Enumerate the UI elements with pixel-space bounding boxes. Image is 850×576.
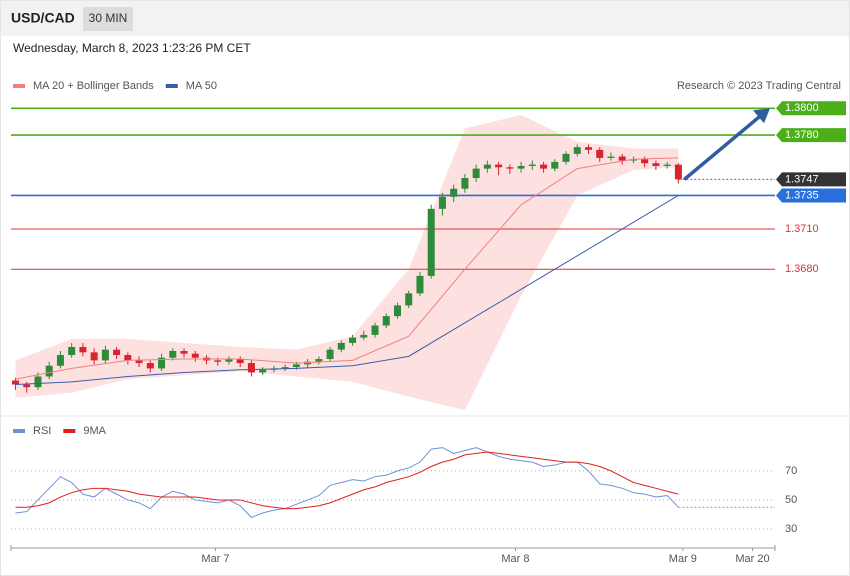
candle-body <box>135 360 143 364</box>
level-label: 1.3780 <box>785 129 819 141</box>
candle-body <box>225 359 233 362</box>
level-label: 1.3800 <box>785 102 819 114</box>
candle-body <box>214 360 222 362</box>
candle-body <box>663 164 671 166</box>
candle-body <box>461 178 469 189</box>
y-tick-label: 50 <box>785 494 797 506</box>
candle-body <box>113 349 121 356</box>
candle-body <box>618 156 626 161</box>
candle-body <box>382 316 390 326</box>
candle-body <box>472 168 480 179</box>
candle-body <box>371 325 379 335</box>
legend-swatch <box>13 429 25 433</box>
level-tag <box>776 128 846 143</box>
bollinger-band <box>15 114 679 411</box>
candle-body <box>90 352 98 361</box>
candle-body <box>315 359 323 362</box>
moving-average <box>15 157 679 380</box>
candle-body <box>517 165 525 169</box>
legend-label: MA 20 + Bollinger Bands <box>33 80 154 92</box>
rsi-line <box>15 451 679 510</box>
candle-body <box>79 346 87 353</box>
candle-body <box>23 384 31 388</box>
level-tag <box>776 101 846 116</box>
candle-body <box>483 164 491 169</box>
candle-body <box>11 380 19 385</box>
symbol: USD/CAD <box>11 10 75 26</box>
candle-body <box>337 342 345 350</box>
candle-body <box>506 167 514 169</box>
candle-body <box>349 337 357 343</box>
legend-swatch <box>165 84 178 88</box>
candle-body <box>169 350 177 358</box>
candle-body <box>146 363 154 369</box>
candle-body <box>158 357 166 369</box>
interval[interactable]: 30 MIN <box>89 11 128 25</box>
header-bar <box>1 1 849 36</box>
candle-body <box>180 350 188 354</box>
candle-body <box>34 376 42 388</box>
interval-box[interactable] <box>83 7 133 31</box>
candle-body <box>528 164 536 166</box>
candle-body <box>281 367 289 369</box>
candle-body <box>438 196 446 209</box>
candle-body <box>674 164 682 180</box>
legend-label: 9MA <box>83 425 106 437</box>
x-tick-label: Mar 7 <box>201 553 229 565</box>
candle-body <box>607 156 615 158</box>
y-tick-label: 30 <box>785 523 797 535</box>
level-label: 1.3747 <box>785 173 819 185</box>
x-tick-label: Mar 9 <box>669 553 697 565</box>
level-label: 1.3735 <box>785 189 819 201</box>
candle-body <box>68 346 76 356</box>
candle-body <box>191 353 199 358</box>
legend-swatch <box>63 429 76 433</box>
candle-body <box>551 161 559 169</box>
candle-body <box>101 349 109 361</box>
level-label: 1.3710 <box>785 223 819 235</box>
legend-label: RSI <box>33 425 51 437</box>
forecast-arrowhead <box>753 108 770 124</box>
candle-body <box>247 363 255 373</box>
candle-body <box>56 355 64 366</box>
candle-body <box>629 159 637 161</box>
y-tick-label: 70 <box>785 465 797 477</box>
candle-body <box>360 334 368 338</box>
moving-average <box>15 195 679 386</box>
candle-body <box>495 164 503 168</box>
level-tag <box>776 172 846 187</box>
candle-body <box>584 147 592 150</box>
candle-body <box>540 164 548 169</box>
level-tag <box>776 188 846 203</box>
candle-body <box>405 293 413 306</box>
candle-body <box>393 305 401 317</box>
legend-label: MA 50 <box>186 80 217 92</box>
candle-body <box>450 188 458 197</box>
candle-body <box>596 149 604 158</box>
level-label: 1.3680 <box>785 263 819 275</box>
x-tick-label: Mar 8 <box>501 553 529 565</box>
candle-body <box>562 153 570 162</box>
candle-body <box>573 147 581 154</box>
legend-swatch <box>13 84 25 88</box>
timestamp: Wednesday, March 8, 2023 1:23:26 PM CET <box>13 41 251 55</box>
candle-body <box>652 163 660 166</box>
candle-body <box>236 359 244 364</box>
candle-body <box>304 361 312 365</box>
candle-body <box>124 355 132 361</box>
x-tick-label: Mar 20 <box>735 553 769 565</box>
candle-body <box>416 275 424 294</box>
candle-body <box>259 369 267 373</box>
candle-body <box>326 349 334 360</box>
forecast-arrow <box>683 114 762 181</box>
credit: Research © 2023 Trading Central <box>677 80 841 92</box>
candle-body <box>292 364 300 368</box>
candle-body <box>427 208 435 276</box>
candle-body <box>641 159 649 164</box>
candle-body <box>45 365 53 377</box>
